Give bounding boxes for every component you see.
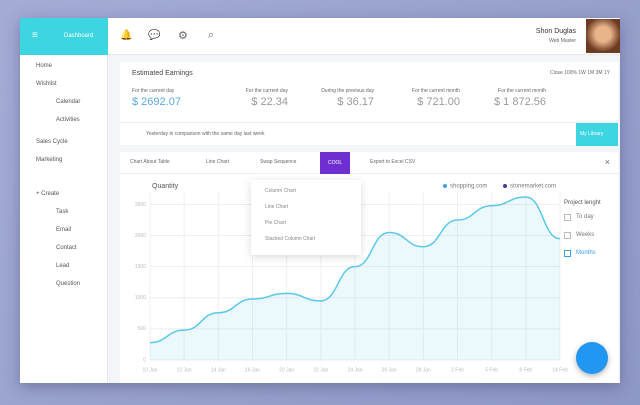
dropdown-item[interactable]: Column Chart [265, 188, 296, 194]
option-label[interactable]: Months [576, 250, 596, 256]
earning-value: $ 721.00 [417, 96, 460, 108]
legend-dot [503, 184, 507, 188]
earning-value: $ 1 872.56 [494, 96, 546, 108]
y-tick-label: 1500 [135, 264, 146, 270]
legend-label: stonemarket.com [510, 184, 556, 190]
checkbox[interactable] [564, 232, 571, 239]
nav-item[interactable]: Lead [56, 263, 70, 269]
nav-item[interactable]: Sales Cycle [36, 139, 68, 145]
y-tick-label: 1000 [135, 295, 146, 301]
earning-label: For the current day [245, 88, 288, 94]
x-tick-label: 8 Feb [519, 367, 532, 373]
app: ≡ Dashboard 🔔 💬 ⚙ ⌕ Shon Duglas Web Mast… [20, 18, 620, 383]
close-icon[interactable]: × [604, 157, 610, 167]
x-tick-label: 28 Jan [416, 367, 431, 373]
x-tick-label: 26 Jan [382, 367, 397, 373]
chart-title: Quantity [152, 183, 179, 190]
x-tick-label: 10 Jan [142, 367, 157, 373]
legend-dot [443, 184, 447, 188]
toolbar: Chart About Table Line Chart Swap Sequence… [120, 152, 618, 174]
y-tick-label: 0 [143, 357, 146, 363]
earning-label: For the current month [497, 88, 546, 94]
earning-value: $ 22.34 [251, 96, 288, 108]
y-tick-label: 2000 [135, 233, 146, 239]
earnings-card: Estimated Earnings Close 100% 1W 1M 3M 1… [120, 62, 618, 146]
user-role: Web Master [549, 38, 576, 44]
topbar: 🔔 💬 ⚙ ⌕ Shon Duglas Web Master [108, 18, 620, 55]
option-label[interactable]: Weeks [576, 232, 595, 238]
user-name: Shon Duglas [535, 28, 576, 35]
fab[interactable] [576, 342, 608, 374]
chart: Quantity shopping.com stonemarket.com 0 500 1… [135, 183, 568, 373]
earning-value: $ 2692.07 [132, 96, 181, 108]
earning-label: For the current day [132, 88, 175, 94]
dropdown-item[interactable]: Pie Chart [265, 220, 286, 226]
logo-text: Dashboard [64, 33, 94, 39]
nav-item[interactable]: Marketing [36, 157, 63, 163]
toolbar-item[interactable]: COOL [320, 152, 351, 174]
earning-label: During the previous day [321, 88, 374, 94]
chat-icon[interactable]: 💬 [148, 30, 161, 41]
nav-item[interactable]: Calendar [56, 99, 81, 105]
x-tick-label: 22 Jan [313, 367, 328, 373]
menu-icon[interactable]: ≡ [32, 30, 38, 41]
earnings-footer: Yesterday in comparison with the same da… [120, 122, 618, 146]
x-tick-label: 24 Jan [347, 367, 362, 373]
legend-label: shopping.com [450, 184, 487, 190]
nav-item[interactable]: + Create [36, 191, 60, 197]
nav-item[interactable]: Activities [56, 117, 80, 123]
avatar[interactable] [586, 19, 620, 53]
nav-item[interactable]: Question [56, 281, 81, 287]
x-tick-label: 14 Jan [211, 367, 226, 373]
x-tick-label: 16 Jan [245, 367, 260, 373]
library-button[interactable]: My Library [576, 123, 618, 146]
bell-icon[interactable]: 🔔 [120, 30, 133, 41]
earnings-note: Yesterday in comparison with the same da… [146, 131, 265, 137]
earning-label: For the current month [411, 88, 460, 94]
nav-item[interactable]: Wishlist [36, 81, 57, 87]
x-tick-label: 12 Jan [177, 367, 192, 373]
x-tick-label: 2 Feb [451, 367, 464, 373]
project-length: Project lenght To day Weeks Months [564, 200, 618, 270]
y-tick-label: 500 [138, 326, 147, 332]
dropdown-item[interactable]: Line Chart [265, 204, 289, 210]
option-label[interactable]: To day [576, 214, 594, 220]
nav-item[interactable]: Contact [56, 245, 77, 251]
x-tick-label: 14 Feb [552, 367, 568, 373]
toolbar-item[interactable]: Line Chart [206, 159, 230, 165]
search-icon[interactable]: ⌕ [208, 29, 215, 41]
toolbar-item[interactable]: Swap Sequence [260, 159, 297, 165]
checkbox[interactable] [564, 214, 571, 221]
settings-icon[interactable]: ⚙ [178, 30, 188, 42]
project-length-title: Project lenght [564, 200, 601, 206]
sidebar: Home Wishlist Calendar Activities Sales Cycl… [20, 55, 108, 383]
earning-value: $ 36.17 [337, 96, 374, 108]
chart-dropdown: Column Chart Line Chart Pie Chart Stacked C… [251, 180, 361, 255]
toolbar-item[interactable]: Chart About Table [130, 159, 170, 165]
x-tick-label: 5 Feb [485, 367, 498, 373]
earnings-range[interactable]: Close 100% 1W 1M 3M 1Y [549, 70, 610, 76]
nav-item[interactable]: Task [56, 209, 69, 215]
area [150, 196, 560, 360]
chart-card: Chart About Table Line Chart Swap Sequence… [120, 152, 618, 383]
y-tick-label: 2500 [135, 202, 146, 208]
nav-item[interactable]: Home [36, 63, 53, 69]
toolbar-item[interactable]: Export to Excel CSV [370, 159, 416, 165]
x-tick-label: 20 Jan [279, 367, 294, 373]
logo-block[interactable]: ≡ Dashboard [20, 18, 108, 55]
nav-item[interactable]: Email [56, 227, 72, 233]
earnings-title: Estimated Earnings [132, 70, 193, 77]
checkbox[interactable] [564, 250, 571, 257]
dropdown-item[interactable]: Stacked Column Chart [265, 236, 316, 242]
line [149, 196, 561, 344]
